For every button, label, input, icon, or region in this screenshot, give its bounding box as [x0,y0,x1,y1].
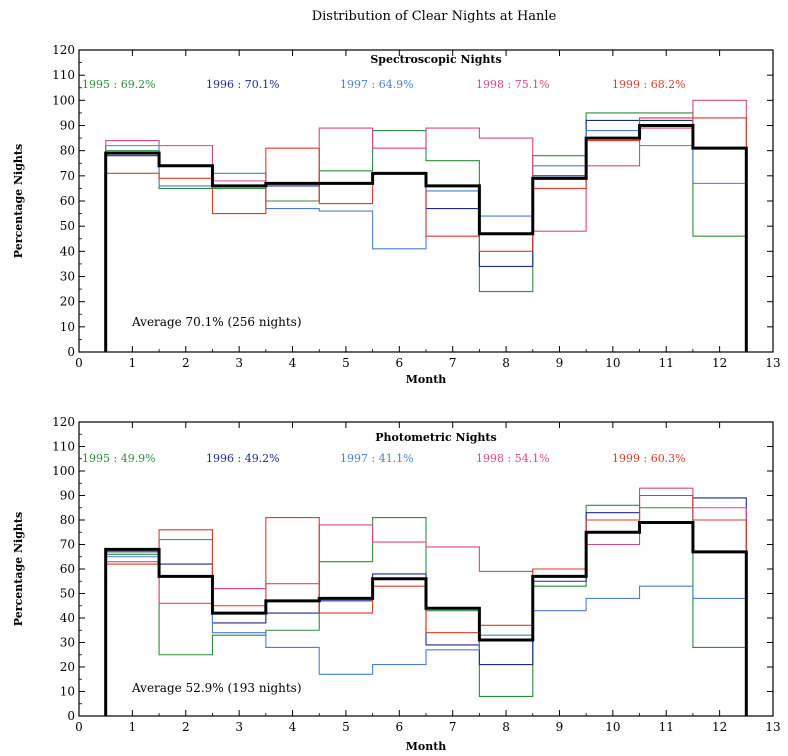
y-tick-label: 0 [67,345,75,359]
x-tick-label: 6 [395,356,403,370]
legend-entry-1997: 1997 : 64.9% [340,78,414,91]
y-tick-label: 120 [52,415,75,429]
x-tick-label: 8 [502,720,510,734]
legend-entry-1996: 1996 : 49.2% [206,452,280,465]
y-tick-label: 90 [60,489,75,503]
y-tick-label: 40 [60,244,75,258]
x-tick-label: 2 [182,720,190,734]
y-axis-label: Percentage Nights [12,144,25,258]
legend-entry-1998: 1998 : 54.1% [476,452,550,465]
x-tick-label: 5 [342,356,350,370]
y-tick-label: 110 [52,68,75,82]
figure-title: Distribution of Clear Nights at Hanle [312,9,557,24]
legend-entry-1995: 1995 : 49.9% [82,452,156,465]
x-tick-label: 13 [765,356,780,370]
legend-entry-1997: 1997 : 41.1% [340,452,414,465]
y-tick-label: 20 [60,660,75,674]
x-tick-label: 3 [235,356,243,370]
y-tick-label: 20 [60,295,75,309]
x-tick-label: 4 [289,356,297,370]
y-tick-label: 10 [60,320,75,334]
x-tick-label: 7 [449,720,457,734]
y-tick-label: 50 [60,587,75,601]
legend-entry-1996: 1996 : 70.1% [206,78,280,91]
average-annotation: Average 52.9% (193 nights) [131,681,302,695]
x-tick-label: 9 [556,356,564,370]
x-tick-label: 9 [556,720,564,734]
series-line-average [104,124,748,352]
series-line-average [104,520,748,716]
legend-entry-1998: 1998 : 75.1% [476,78,550,91]
x-tick-label: 11 [659,356,674,370]
legend-entry-1995: 1995 : 69.2% [82,78,156,91]
photometric-panel: 0 1 2 3 4 5 6 7 8 9 10 11 12 130102030405060708090100… [12,415,781,753]
legend-entry-1999: 1999 : 60.3% [612,452,686,465]
x-axis-label: Month [406,740,447,753]
x-tick-label: 5 [342,720,350,734]
x-tick-label: 1 [129,720,137,734]
y-tick-label: 100 [52,93,75,107]
y-tick-label: 80 [60,513,75,527]
x-tick-label: 2 [182,356,190,370]
y-tick-label: 110 [52,440,75,454]
y-tick-label: 30 [60,270,75,284]
y-tick-label: 30 [60,636,75,650]
spectroscopic-panel: 0 1 2 3 4 5 6 7 8 9 10 11 12 130102030405060708090100… [12,43,781,386]
y-tick-label: 70 [60,538,75,552]
x-tick-label: 12 [712,720,727,734]
x-tick-label: 3 [235,720,243,734]
y-tick-label: 70 [60,169,75,183]
y-axis-label: Percentage Nights [12,512,25,626]
x-tick-label: 13 [765,720,780,734]
x-tick-label: 10 [605,720,620,734]
y-tick-label: 0 [67,709,75,723]
y-tick-label: 40 [60,611,75,625]
x-tick-label: 7 [449,356,457,370]
panel-title: Photometric Nights [375,431,496,444]
x-tick-label: 10 [605,356,620,370]
y-tick-label: 60 [60,562,75,576]
y-tick-label: 120 [52,43,75,57]
average-annotation: Average 70.1% (256 nights) [131,315,302,329]
x-tick-label: 0 [75,356,83,370]
x-tick-label: 6 [395,720,403,734]
x-tick-label: 12 [712,356,727,370]
y-tick-label: 100 [52,464,75,478]
x-axis-label: Month [406,373,447,386]
panel-title: Spectroscopic Nights [370,53,501,66]
x-tick-label: 8 [502,356,510,370]
x-tick-label: 0 [75,720,83,734]
y-tick-label: 50 [60,219,75,233]
y-tick-label: 80 [60,144,75,158]
x-tick-label: 11 [659,720,674,734]
x-tick-label: 4 [289,720,297,734]
y-tick-label: 90 [60,119,75,133]
y-tick-label: 10 [60,685,75,699]
legend-entry-1999: 1999 : 68.2% [612,78,686,91]
x-tick-label: 1 [129,356,137,370]
y-tick-label: 60 [60,194,75,208]
